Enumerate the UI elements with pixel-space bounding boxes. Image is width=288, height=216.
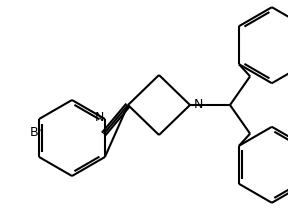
- Text: N: N: [194, 98, 203, 111]
- Text: Br: Br: [30, 126, 44, 139]
- Text: N: N: [95, 111, 104, 124]
